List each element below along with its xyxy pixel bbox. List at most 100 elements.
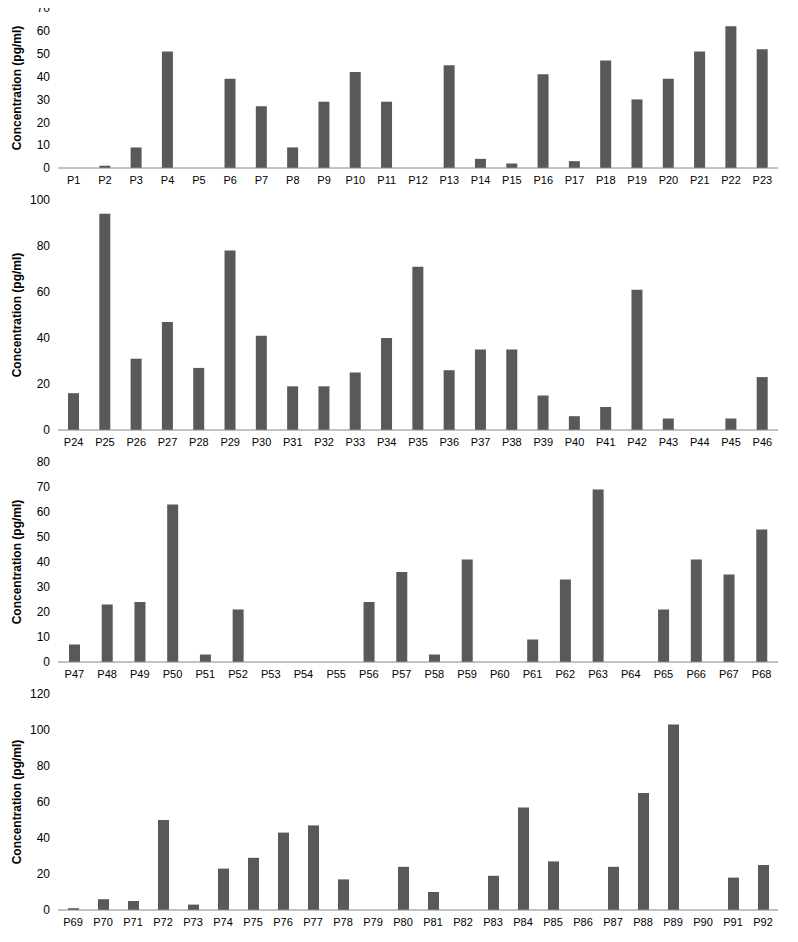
svg-text:P11: P11 xyxy=(377,174,396,186)
svg-text:P74: P74 xyxy=(213,916,233,926)
svg-text:P31: P31 xyxy=(283,436,303,448)
svg-text:80: 80 xyxy=(37,455,51,469)
svg-text:P32: P32 xyxy=(314,436,334,448)
svg-text:P92: P92 xyxy=(753,916,773,926)
svg-text:P39: P39 xyxy=(533,436,553,448)
svg-text:P82: P82 xyxy=(453,916,473,926)
svg-text:P84: P84 xyxy=(513,916,533,926)
svg-text:P50: P50 xyxy=(163,668,183,680)
svg-text:Concentration (pg/ml): Concentration (pg/ml) xyxy=(10,740,24,865)
svg-text:40: 40 xyxy=(37,555,51,569)
svg-text:P4: P4 xyxy=(161,174,174,186)
svg-text:P25: P25 xyxy=(95,436,115,448)
svg-text:40: 40 xyxy=(37,70,51,84)
svg-text:P1: P1 xyxy=(67,174,80,186)
svg-text:P66: P66 xyxy=(686,668,706,680)
svg-text:P30: P30 xyxy=(252,436,272,448)
svg-text:P24: P24 xyxy=(64,436,84,448)
svg-text:80: 80 xyxy=(37,759,51,773)
svg-text:P76: P76 xyxy=(273,916,293,926)
svg-text:40: 40 xyxy=(37,831,51,845)
svg-text:P62: P62 xyxy=(555,668,575,680)
svg-text:70: 70 xyxy=(37,480,51,494)
svg-text:P65: P65 xyxy=(654,668,674,680)
svg-text:P71: P71 xyxy=(123,916,143,926)
svg-text:P90: P90 xyxy=(693,916,713,926)
svg-text:P20: P20 xyxy=(659,174,679,186)
svg-text:P85: P85 xyxy=(543,916,563,926)
svg-text:20: 20 xyxy=(37,377,51,391)
svg-text:60: 60 xyxy=(37,24,51,38)
svg-text:Concentration (pg/ml): Concentration (pg/ml) xyxy=(10,26,24,151)
svg-text:Concentration (pg/ml): Concentration (pg/ml) xyxy=(10,253,24,378)
svg-text:P26: P26 xyxy=(126,436,146,448)
svg-text:P19: P19 xyxy=(627,174,647,186)
svg-text:P89: P89 xyxy=(663,916,683,926)
svg-text:P78: P78 xyxy=(333,916,353,926)
svg-text:P72: P72 xyxy=(153,916,173,926)
svg-text:P63: P63 xyxy=(588,668,608,680)
svg-text:20: 20 xyxy=(37,867,51,881)
svg-text:100: 100 xyxy=(30,193,50,207)
svg-text:P45: P45 xyxy=(721,436,741,448)
svg-text:P58: P58 xyxy=(425,668,445,680)
svg-text:P33: P33 xyxy=(346,436,366,448)
svg-text:P61: P61 xyxy=(523,668,543,680)
svg-text:P37: P37 xyxy=(471,436,491,448)
svg-text:80: 80 xyxy=(37,239,51,253)
svg-text:P69: P69 xyxy=(63,916,83,926)
svg-text:0: 0 xyxy=(43,423,50,437)
svg-text:P21: P21 xyxy=(690,174,710,186)
svg-text:P3: P3 xyxy=(130,174,143,186)
svg-text:60: 60 xyxy=(37,795,51,809)
svg-text:P86: P86 xyxy=(573,916,593,926)
svg-text:30: 30 xyxy=(37,580,51,594)
svg-text:P70: P70 xyxy=(93,916,113,926)
svg-text:0: 0 xyxy=(43,161,50,175)
svg-text:P55: P55 xyxy=(326,668,346,680)
svg-text:120: 120 xyxy=(30,687,50,701)
svg-text:40: 40 xyxy=(37,331,51,345)
svg-text:P14: P14 xyxy=(471,174,491,186)
svg-text:50: 50 xyxy=(37,530,51,544)
svg-text:P57: P57 xyxy=(392,668,412,680)
svg-text:P27: P27 xyxy=(158,436,178,448)
svg-text:P79: P79 xyxy=(363,916,383,926)
svg-text:30: 30 xyxy=(37,93,51,107)
svg-text:P29: P29 xyxy=(220,436,240,448)
svg-text:P28: P28 xyxy=(189,436,209,448)
svg-text:P67: P67 xyxy=(719,668,739,680)
svg-text:20: 20 xyxy=(37,116,51,130)
svg-text:P60: P60 xyxy=(490,668,510,680)
svg-text:P8: P8 xyxy=(286,174,299,186)
svg-text:P53: P53 xyxy=(261,668,281,680)
svg-text:20: 20 xyxy=(37,605,51,619)
svg-text:P41: P41 xyxy=(596,436,616,448)
svg-text:P22: P22 xyxy=(721,174,741,186)
svg-text:P15: P15 xyxy=(502,174,522,186)
svg-text:P73: P73 xyxy=(183,916,203,926)
svg-text:P81: P81 xyxy=(423,916,443,926)
svg-text:P51: P51 xyxy=(195,668,215,680)
svg-text:60: 60 xyxy=(37,285,51,299)
svg-text:P44: P44 xyxy=(690,436,710,448)
svg-text:P2: P2 xyxy=(98,174,111,186)
svg-text:P49: P49 xyxy=(130,668,150,680)
svg-text:P77: P77 xyxy=(303,916,323,926)
svg-text:P7: P7 xyxy=(255,174,268,186)
svg-text:P47: P47 xyxy=(65,668,85,680)
svg-text:P9: P9 xyxy=(317,174,330,186)
svg-text:10: 10 xyxy=(37,630,51,644)
svg-text:10: 10 xyxy=(37,138,51,152)
svg-text:P88: P88 xyxy=(633,916,653,926)
svg-text:P43: P43 xyxy=(659,436,679,448)
svg-text:P12: P12 xyxy=(408,174,428,186)
svg-text:0: 0 xyxy=(43,655,50,669)
svg-text:P38: P38 xyxy=(502,436,522,448)
svg-text:P10: P10 xyxy=(346,174,366,186)
svg-text:100: 100 xyxy=(30,723,50,737)
svg-text:P48: P48 xyxy=(97,668,117,680)
svg-text:P64: P64 xyxy=(621,668,641,680)
svg-text:P36: P36 xyxy=(440,436,460,448)
svg-text:P13: P13 xyxy=(440,174,460,186)
